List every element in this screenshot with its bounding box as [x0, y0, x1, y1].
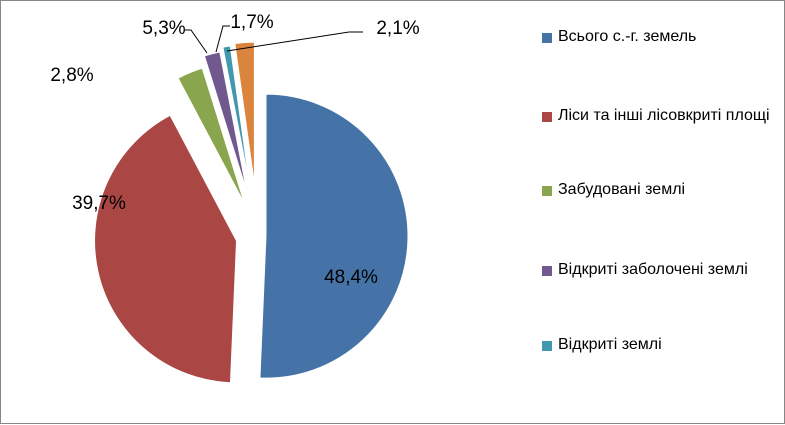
- leader-line-4: [215, 25, 230, 53]
- pie-slice-3: [203, 51, 248, 192]
- leader-lines: [185, 25, 363, 54]
- legend-label: Всього с.-г. земель: [558, 28, 697, 45]
- pie-slice-2: [177, 67, 246, 204]
- data-label-4: 1,7%: [230, 12, 273, 33]
- legend-item-wetlands: Відкриті заболочені землі: [542, 258, 772, 282]
- data-label-1: 39,7%: [72, 193, 126, 214]
- legend-label: Ліси та інші лісовкриті площі: [558, 107, 770, 124]
- pie-slice-1: [94, 114, 238, 384]
- data-label-0: 48,4%: [324, 267, 378, 288]
- leader-line-3: [185, 29, 208, 54]
- legend-item-forest: Ліси та інші лісовкриті площі: [542, 104, 772, 128]
- data-label-2: 2,8%: [50, 65, 93, 86]
- legend-swatch: [542, 266, 552, 276]
- legend-swatch: [542, 186, 552, 196]
- legend-label: Відкриті землі: [558, 336, 662, 353]
- pie-slices: [94, 41, 409, 384]
- legend-item-built-up-land: Забудовані землі: [542, 178, 772, 202]
- legend-swatch: [542, 33, 552, 43]
- pie-slice-4: [222, 45, 251, 187]
- pie-slice-5: [234, 41, 255, 185]
- pie-slice-0: [259, 93, 409, 379]
- data-label-3: 5,3%: [142, 18, 185, 39]
- legend-swatch: [542, 341, 552, 351]
- legend-swatch: [542, 112, 552, 122]
- legend-item-agricultural-land: Всього с.-г. земель: [542, 25, 772, 49]
- data-labels: 48,4% 39,7% 2,8% 5,3% 1,7% 2,1%: [50, 12, 419, 288]
- legend-label: Забудовані землі: [558, 181, 686, 198]
- legend-label: Відкриті заболочені землі: [558, 261, 748, 278]
- legend-item-open-land: Відкриті землі: [542, 333, 772, 357]
- leader-line-5: [226, 31, 363, 52]
- data-label-5: 2,1%: [376, 18, 419, 39]
